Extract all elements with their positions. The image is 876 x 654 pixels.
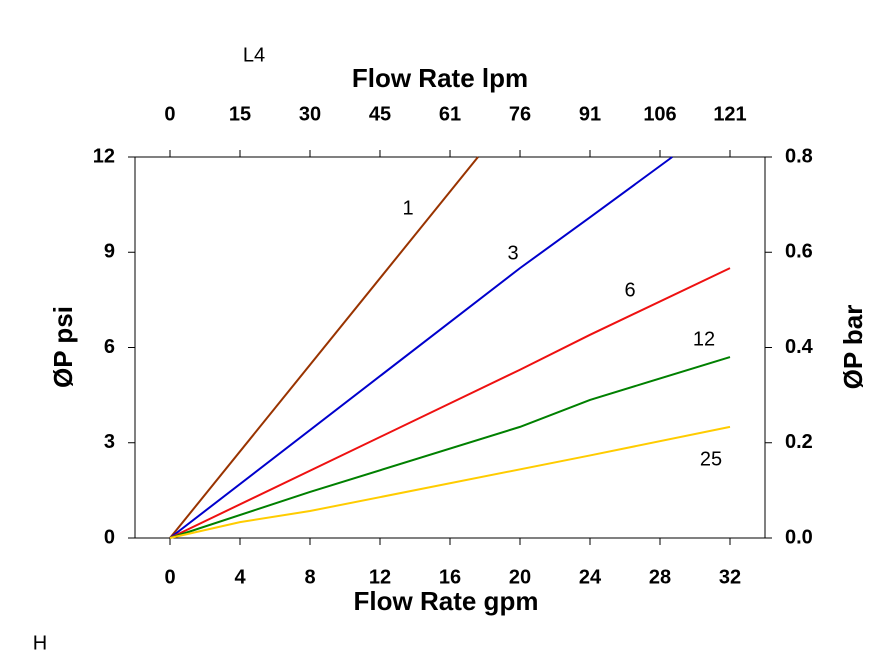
x2-tick-label: 45 [369, 103, 391, 125]
x2-tick-label: 91 [579, 103, 601, 125]
x2-axis-title: Flow Rate lpm [352, 63, 528, 93]
series-line [169, 267, 731, 539]
y2-tick-label: 0.2 [785, 431, 813, 453]
plot-frame [134, 156, 766, 539]
x2-tick-label: 30 [299, 103, 321, 125]
x-tick-label: 24 [579, 566, 602, 588]
corner-label: H [33, 632, 47, 654]
series-line [169, 425, 731, 539]
y2-tick-label: 0.6 [785, 241, 813, 263]
y-tick-label: 12 [93, 145, 115, 167]
y-tick-label: 0 [104, 526, 115, 548]
y2-tick-label: 0.8 [785, 145, 813, 167]
x-tick-label: 32 [719, 566, 741, 588]
y-axis-title: ØP psi [48, 306, 78, 388]
x2-tick-label: 121 [713, 103, 746, 125]
x-axis-title: Flow Rate gpm [354, 586, 539, 616]
x-tick-label: 20 [509, 566, 531, 588]
y-tick-label: 3 [104, 431, 115, 453]
x2-tick-label: 15 [229, 103, 251, 125]
y2-axis-title: ØP bar [838, 305, 868, 390]
series-label: 6 [624, 279, 635, 301]
series-label: 1 [402, 197, 413, 219]
series-line [169, 156, 479, 539]
x-tick-label: 0 [164, 566, 175, 588]
x2-tick-label: 0 [164, 103, 175, 125]
series-label: 25 [700, 448, 722, 470]
y-tick-label: 6 [104, 336, 115, 358]
x-tick-label: 4 [234, 566, 246, 588]
corner-label: L4 [243, 44, 265, 66]
x-tick-label: 12 [369, 566, 391, 588]
x2-tick-label: 106 [643, 103, 676, 125]
y2-tick-label: 0.4 [785, 336, 814, 358]
series-label: 12 [693, 328, 715, 350]
x-tick-label: 16 [439, 566, 461, 588]
x-tick-label: 8 [304, 566, 315, 588]
x-tick-label: 28 [649, 566, 671, 588]
x2-tick-label: 61 [439, 103, 461, 125]
series-line [169, 156, 673, 539]
series-label: 3 [507, 242, 518, 264]
series-line [169, 356, 731, 539]
y2-tick-label: 0.0 [785, 526, 813, 548]
y-tick-label: 9 [104, 241, 115, 263]
x2-tick-label: 76 [509, 103, 531, 125]
